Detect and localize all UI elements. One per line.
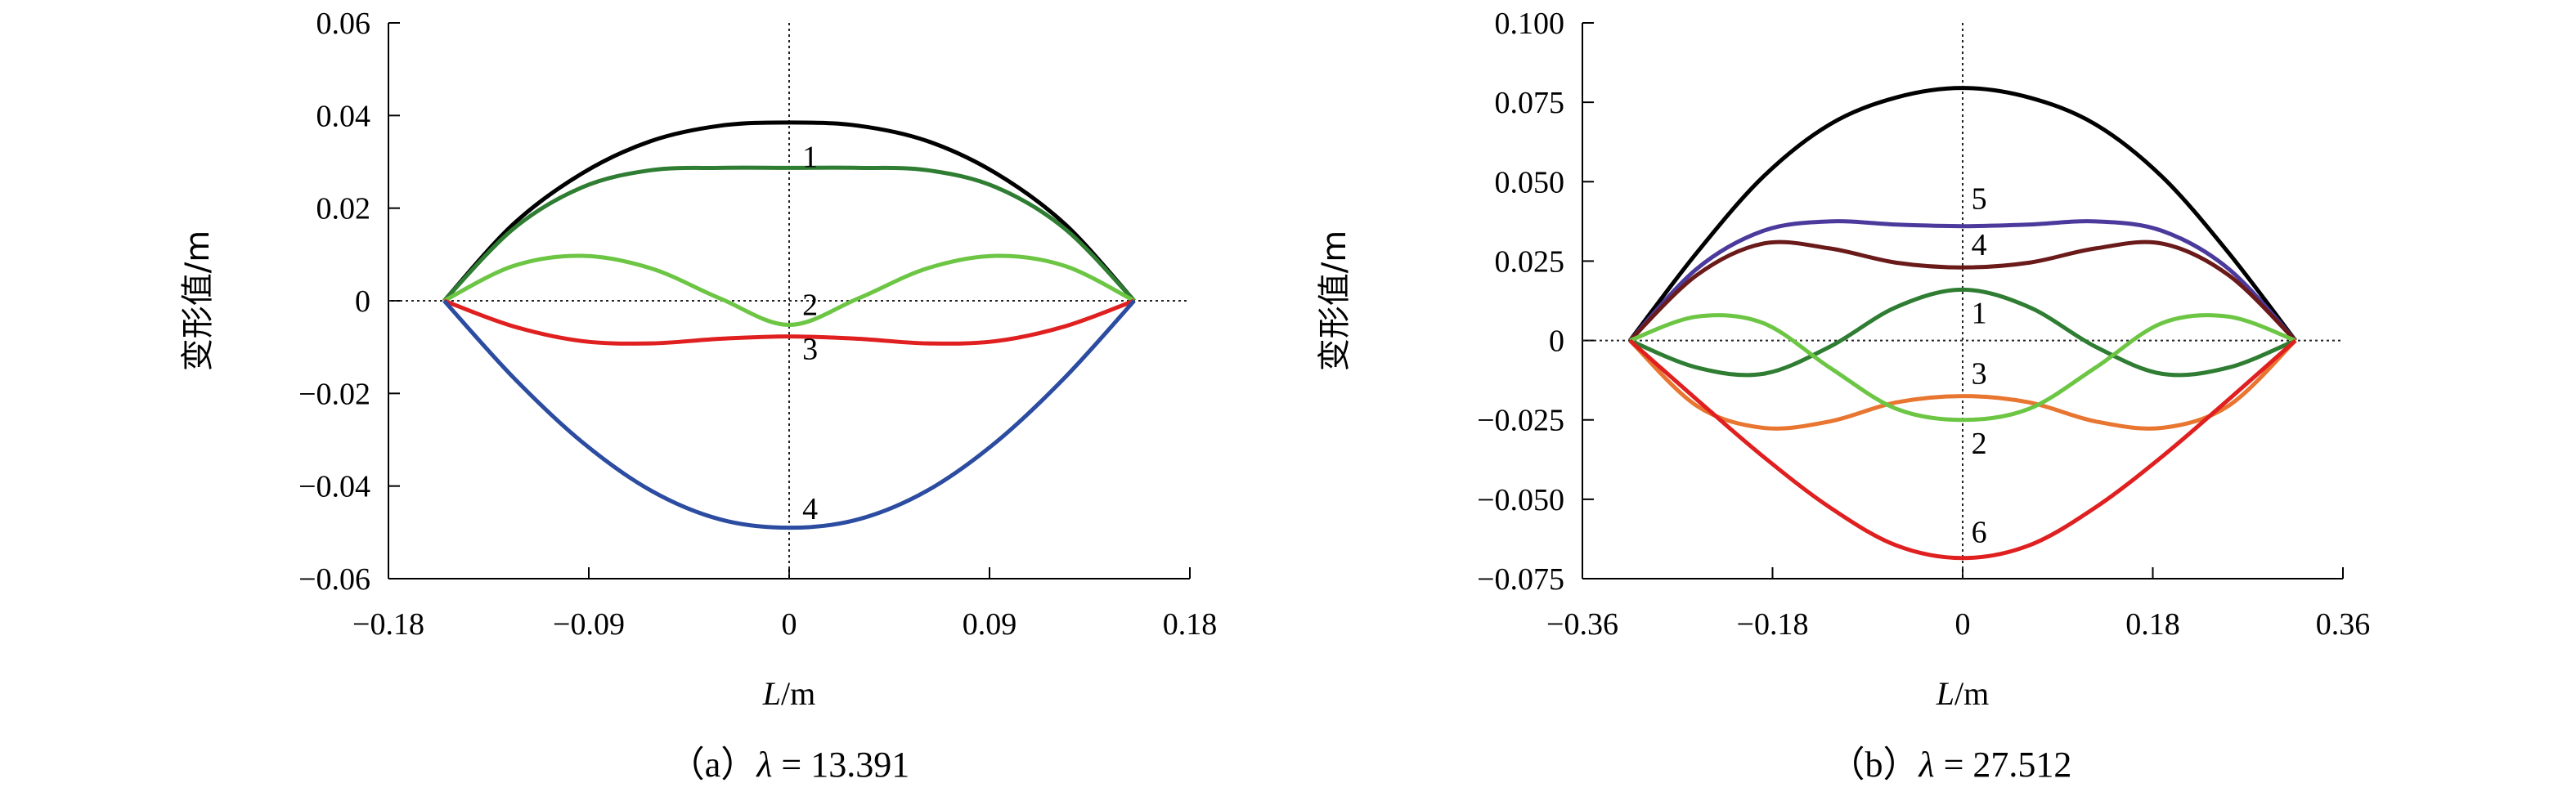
y-tick-label: 0 (1549, 324, 1564, 359)
x-axis-title: L/m (1936, 675, 1989, 712)
y-tick-label: −0.04 (298, 470, 370, 504)
y-tick-label: 0.050 (1495, 165, 1565, 199)
chart-panel-b: −0.075 −0.050 −0.025 0 0.025 0.050 0.075 0.100 −… (1316, 7, 2370, 785)
y-tick-label: 0 (355, 284, 370, 319)
y-axis-title: 变形值/m (1316, 230, 1353, 371)
curve-number-label: 1 (1972, 297, 1987, 331)
y-tick-label: −0.02 (298, 377, 370, 411)
series-line-1 (1629, 287, 2296, 378)
series-line-3 (1628, 338, 2297, 431)
chart-panel-a: −0.06 −0.04 −0.02 0 0.02 0.04 0.06 −0.18 −0.09 0 0… (179, 7, 1217, 785)
y-tick-label: 0.02 (316, 192, 371, 226)
series-line-4 (442, 299, 1136, 530)
chart-caption: （a）λ = 13.391 (669, 745, 909, 785)
curve-number-label: 4 (1972, 228, 1987, 262)
series-line-2 (1629, 313, 2296, 423)
curve-number-label: 2 (1972, 427, 1987, 461)
curve-number-label: 2 (802, 289, 818, 323)
y-tick-label: 0.04 (316, 99, 371, 133)
series-line-6 (1628, 338, 2297, 561)
series-line-1 (442, 165, 1136, 302)
curve-number-label: 5 (1972, 182, 1987, 217)
curve-number-label: 1 (802, 140, 818, 174)
x-tick-label: 0.09 (963, 607, 1017, 642)
y-tick-label: −0.075 (1477, 562, 1564, 597)
y-tick-label: −0.06 (298, 562, 370, 597)
curve-number-label: 3 (802, 333, 818, 367)
x-tick-label: 0 (1955, 607, 1971, 642)
series-line-black (1628, 86, 2297, 342)
series-line-green (442, 253, 1136, 327)
x-tick-label: 0.18 (2125, 607, 2180, 642)
chart-caption: （b）λ = 27.512 (1829, 745, 2072, 785)
x-tick-label: −0.09 (553, 607, 625, 642)
curve-number-label: 3 (1972, 356, 1987, 391)
x-tick-label: −0.36 (1546, 607, 1618, 642)
y-tick-label: 0.075 (1495, 86, 1565, 120)
y-tick-label: 0.025 (1495, 244, 1565, 279)
y-tick-label: 0.06 (316, 7, 371, 41)
curve-number-label: 4 (802, 492, 818, 526)
series-line-4 (1628, 239, 2297, 342)
x-axis-title: L/m (762, 675, 815, 712)
x-tick-label: 0.36 (2316, 607, 2371, 642)
series-line-black (442, 120, 1136, 302)
x-tick-label: −0.18 (1737, 607, 1809, 642)
y-tick-label: −0.050 (1477, 483, 1564, 517)
series-line-3 (443, 298, 1135, 346)
series-line-5 (1628, 219, 2297, 342)
curve-number-label: 6 (1972, 516, 1987, 550)
y-tick-label: 0.100 (1495, 7, 1565, 41)
y-axis-title: 变形值/m (179, 230, 217, 371)
x-tick-label: 0.18 (1163, 607, 1218, 642)
x-tick-label: 0 (782, 607, 797, 642)
y-tick-label: −0.025 (1477, 404, 1564, 438)
x-tick-label: −0.18 (352, 607, 424, 642)
